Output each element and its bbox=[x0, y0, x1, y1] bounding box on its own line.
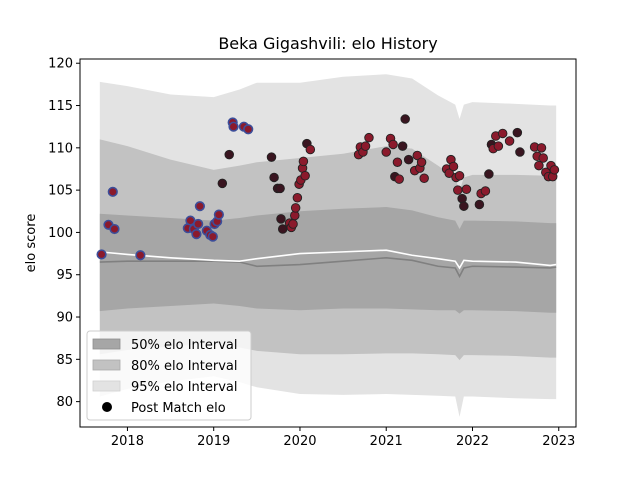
y-tick-label: 85 bbox=[56, 353, 73, 368]
y-tick-label: 80 bbox=[56, 395, 73, 410]
data-point bbox=[397, 141, 408, 151]
x-tick-label: 2018 bbox=[111, 434, 144, 449]
data-point bbox=[288, 219, 298, 229]
axes: 2018 2019 2020 2021 2022 2023 80 85 90 95 100 105 11… bbox=[48, 57, 577, 449]
data-point bbox=[459, 201, 469, 211]
data-point bbox=[457, 193, 467, 204]
data-point bbox=[403, 154, 414, 165]
data-point bbox=[412, 150, 423, 161]
data-point bbox=[217, 178, 228, 189]
data-point bbox=[224, 149, 234, 160]
data-point bbox=[538, 153, 548, 163]
data-point bbox=[453, 185, 463, 195]
data-point bbox=[448, 161, 459, 172]
plot-area bbox=[80, 59, 576, 427]
data-point bbox=[388, 139, 398, 150]
data-point bbox=[444, 168, 454, 178]
data-point bbox=[243, 124, 254, 135]
data-point bbox=[213, 209, 224, 220]
data-point bbox=[300, 170, 310, 181]
data-point bbox=[107, 186, 118, 197]
data-point bbox=[493, 141, 504, 151]
y-tick-label: 120 bbox=[48, 57, 73, 72]
x-tick-label: 2023 bbox=[542, 434, 575, 449]
legend-swatch-80 bbox=[92, 359, 121, 371]
data-point bbox=[512, 127, 523, 138]
data-point bbox=[454, 170, 465, 181]
data-point bbox=[504, 136, 515, 146]
legend-swatch-95 bbox=[92, 380, 121, 392]
data-point bbox=[484, 169, 494, 179]
axes-frame bbox=[79, 58, 577, 428]
x-tick-label: 2020 bbox=[283, 434, 316, 449]
data-point bbox=[474, 199, 485, 210]
data-point bbox=[394, 174, 404, 184]
y-tick-label: 95 bbox=[56, 268, 73, 283]
data-point bbox=[305, 144, 316, 155]
data-point bbox=[228, 121, 239, 132]
x-tick-label: 2019 bbox=[197, 434, 230, 449]
data-point bbox=[275, 183, 285, 194]
data-point bbox=[109, 223, 120, 235]
chart-title: Beka Gigashvili: elo History bbox=[218, 34, 437, 53]
legend-label: 50% elo Interval bbox=[131, 338, 238, 353]
data-point bbox=[536, 143, 547, 153]
y-tick-label: 105 bbox=[48, 184, 73, 199]
legend-label: 80% elo Interval bbox=[131, 359, 238, 374]
legend-swatch-50 bbox=[92, 338, 121, 350]
data-point bbox=[392, 157, 403, 167]
data-point bbox=[290, 203, 301, 213]
data-point bbox=[96, 249, 107, 260]
data-point bbox=[364, 132, 374, 143]
data-point bbox=[207, 231, 218, 242]
y-tick-label: 115 bbox=[48, 99, 73, 114]
data-point bbox=[534, 160, 544, 171]
x-tick-label: 2022 bbox=[456, 434, 489, 449]
data-point bbox=[277, 224, 288, 234]
legend-label: Post Match elo bbox=[131, 401, 226, 416]
data-point bbox=[276, 214, 286, 224]
data-point bbox=[381, 147, 391, 157]
mean-elo-line bbox=[99, 249, 557, 270]
median-elo-line bbox=[99, 256, 557, 279]
data-point bbox=[515, 147, 525, 157]
data-point bbox=[269, 172, 279, 183]
data-point bbox=[416, 157, 427, 167]
data-point bbox=[298, 156, 309, 167]
data-point bbox=[400, 114, 410, 124]
band-50-interval bbox=[99, 207, 557, 314]
y-tick-label: 90 bbox=[56, 311, 73, 326]
y-tick-label: 110 bbox=[48, 141, 73, 156]
data-point bbox=[194, 201, 205, 212]
data-point bbox=[419, 173, 429, 184]
legend: 50% elo Interval 80% elo Interval 95% elo … bbox=[86, 330, 252, 421]
data-point bbox=[266, 152, 277, 162]
data-point bbox=[193, 218, 204, 230]
legend-box bbox=[86, 330, 252, 421]
y-tick-label: 100 bbox=[48, 226, 73, 241]
y-axis-label: elo score bbox=[24, 214, 39, 273]
data-point bbox=[292, 192, 303, 203]
data-point bbox=[191, 229, 202, 240]
data-point bbox=[480, 186, 491, 196]
data-point bbox=[497, 128, 508, 139]
data-point bbox=[135, 250, 146, 261]
legend-marker-post-match bbox=[102, 402, 112, 412]
data-point bbox=[360, 141, 371, 151]
x-tick-label: 2021 bbox=[370, 434, 403, 449]
data-point bbox=[461, 184, 472, 195]
legend-label: 95% elo Interval bbox=[131, 380, 238, 395]
data-point bbox=[549, 165, 560, 175]
